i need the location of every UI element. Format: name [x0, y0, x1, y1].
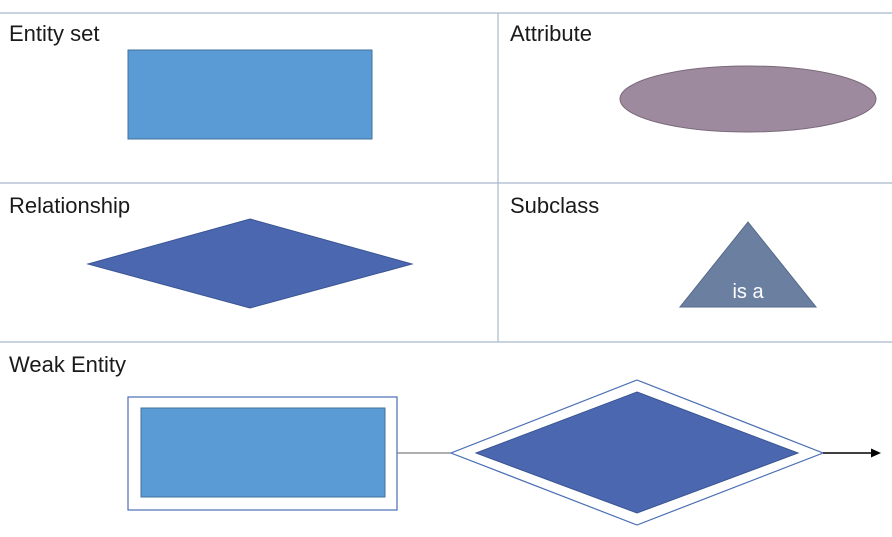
subclass-label: Subclass	[510, 193, 599, 218]
entity-set-rectangle	[127, 49, 373, 140]
relationship-label: Relationship	[9, 193, 130, 218]
identifying-relationship-shape	[449, 379, 825, 526]
weak-entity-shape	[127, 396, 398, 511]
table-grid	[0, 12, 892, 343]
weak-entity-inner-rectangle	[140, 407, 386, 498]
attribute-ellipse	[619, 65, 877, 133]
identifying-relationship-inner-diamond	[474, 391, 800, 514]
weak-entity-label: Weak Entity	[9, 352, 126, 377]
subclass-is-a-text: is a	[732, 281, 764, 303]
relationship-diamond	[86, 218, 414, 309]
entity-set-label: Entity set	[9, 21, 99, 46]
attribute-label: Attribute	[510, 21, 592, 46]
arrow-right-icon	[823, 448, 881, 458]
subclass-triangle	[678, 221, 818, 308]
